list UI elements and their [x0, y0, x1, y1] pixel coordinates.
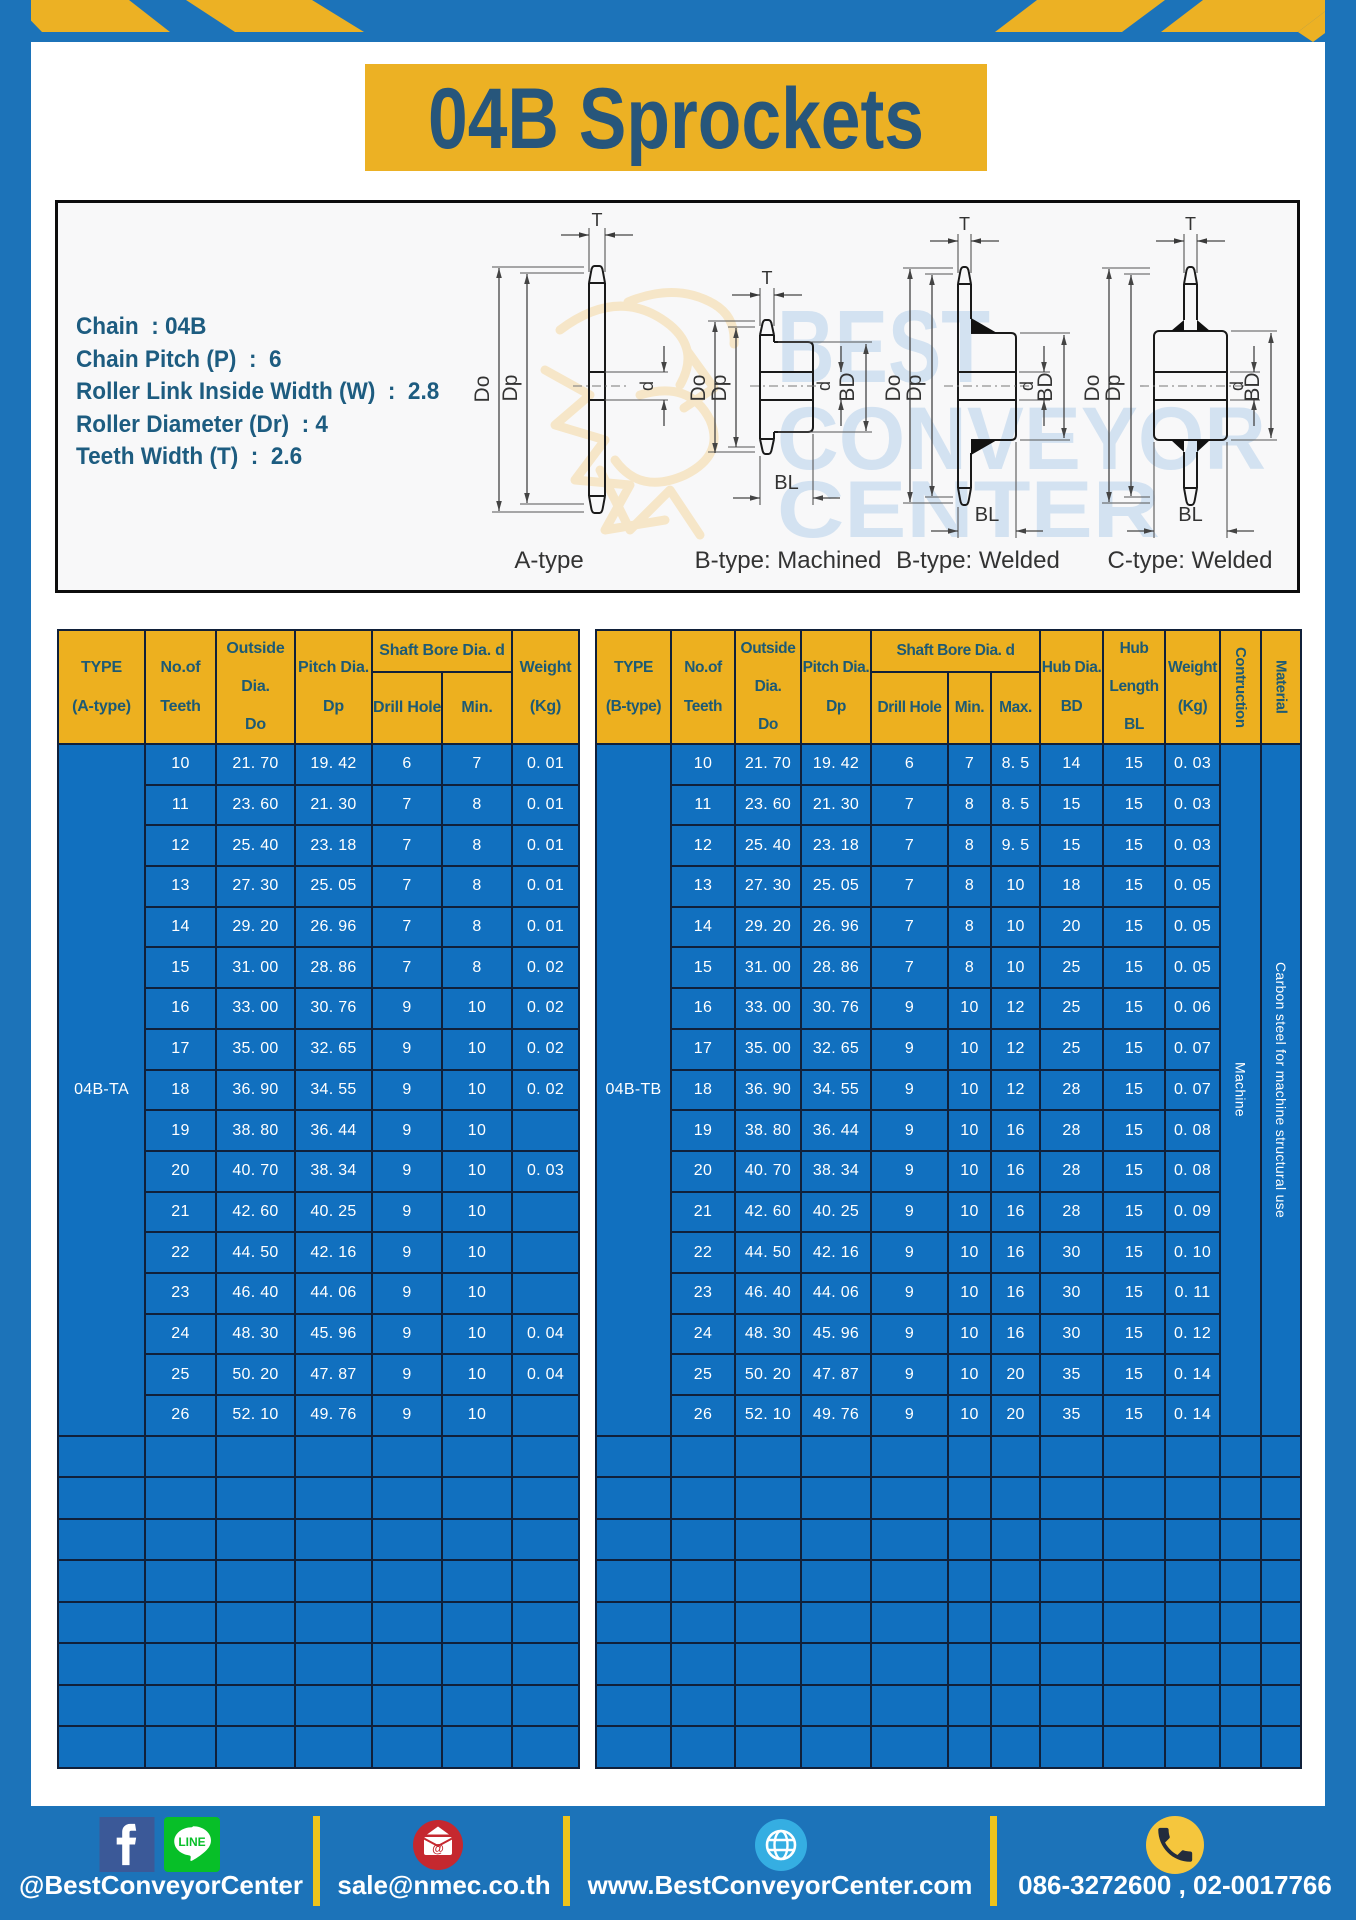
svg-text:Do: Do — [471, 376, 494, 403]
svg-text:BD: BD — [1241, 372, 1264, 401]
svg-text:BL: BL — [774, 472, 798, 494]
svg-text:d: d — [1227, 381, 1247, 391]
svg-text:B-type: Machined: B-type: Machined — [695, 547, 882, 574]
svg-text:Dp: Dp — [1102, 375, 1125, 402]
svg-text:BL: BL — [1178, 504, 1202, 526]
svg-text:T: T — [959, 214, 970, 234]
svg-text:Do: Do — [1081, 375, 1104, 402]
svg-text:BD: BD — [836, 372, 859, 401]
svg-text:T: T — [762, 268, 773, 288]
svg-text:Do: Do — [687, 375, 710, 402]
svg-text:d: d — [637, 381, 657, 391]
svg-text:@: @ — [432, 1842, 444, 1856]
svg-text:Dp: Dp — [499, 375, 522, 402]
svg-text:T: T — [592, 210, 603, 230]
svg-text:BL: BL — [975, 504, 999, 526]
svg-text:Do: Do — [882, 375, 905, 402]
svg-text:BD: BD — [1034, 372, 1057, 401]
svg-text:d: d — [1017, 381, 1037, 391]
svg-text:T: T — [1185, 214, 1196, 234]
svg-text:Dp: Dp — [708, 375, 731, 402]
svg-text:Dp: Dp — [903, 375, 926, 402]
svg-text:C-type: Welded: C-type: Welded — [1108, 547, 1273, 574]
svg-text:d: d — [814, 381, 834, 391]
svg-text:A-type: A-type — [514, 547, 583, 574]
svg-text:B-type: Welded: B-type: Welded — [896, 547, 1060, 574]
svg-text:LINE: LINE — [178, 1835, 205, 1849]
svg-text:CENTER: CENTER — [777, 465, 1160, 555]
